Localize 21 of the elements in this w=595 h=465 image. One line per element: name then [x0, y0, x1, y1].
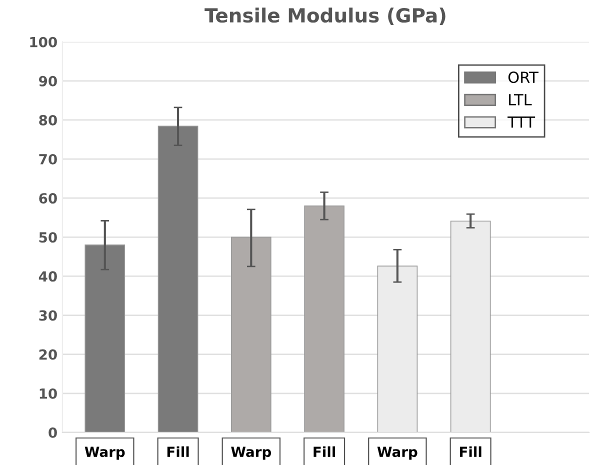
legend-label: ORT [508, 71, 538, 84]
legend-label: LTL [509, 94, 532, 106]
chart-title: Tensile Modulus (GPa) [204, 8, 446, 25]
y-tick-label: 10 [40, 388, 57, 399]
y-tick-label: 30 [39, 310, 57, 321]
y-tick-label: 0 [48, 427, 57, 438]
x-tick-label: Warp [377, 446, 418, 460]
y-tick-label: 40 [38, 271, 57, 282]
x-tick-label: Fill [460, 446, 482, 457]
x-tick-label: Warp [84, 446, 125, 460]
y-tick-label: 60 [39, 193, 57, 204]
y-tick-label: 50 [39, 232, 57, 243]
y-tick-label: 80 [39, 114, 57, 126]
y-tick-label: 90 [39, 76, 57, 86]
x-tick-label: Warp [231, 446, 272, 460]
y-tick-label: 70 [39, 154, 57, 165]
y-tick-label: 100 [30, 36, 57, 48]
legend-label: TTT [508, 116, 536, 128]
x-tick-label: Fill [167, 446, 189, 457]
x-tick-label: Fill [314, 446, 336, 457]
y-tick-label: 20 [39, 349, 57, 360]
